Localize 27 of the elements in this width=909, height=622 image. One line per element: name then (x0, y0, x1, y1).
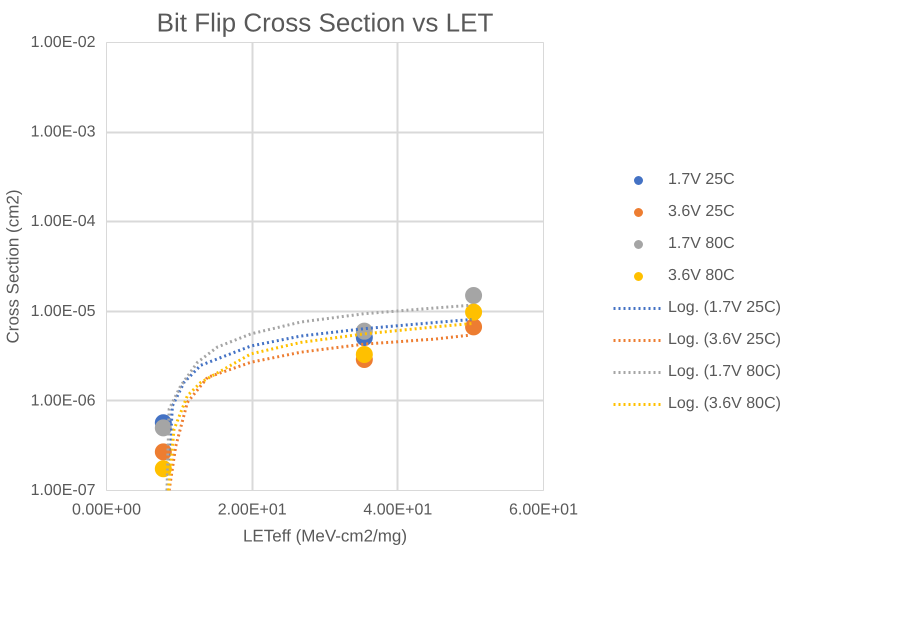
legend-label: Log. (3.6V 80C) (668, 395, 781, 413)
chart-title: Bit Flip Cross Section vs LET (156, 8, 494, 38)
y-tick-label: 1.00E-03 (30, 124, 96, 141)
legend-label: Log. (1.7V 80C) (668, 363, 781, 381)
point (154, 443, 172, 460)
y-tick-label: 1.00E-04 (30, 213, 96, 230)
y-tick-label: 1.00E-05 (30, 302, 96, 320)
point (465, 287, 482, 304)
x-axis-title: LETeff (MeV-cm2/mg) (242, 526, 408, 546)
legend-label: 3.6V 25C (668, 203, 735, 221)
x-tick-label: 2.00E+01 (218, 502, 287, 518)
y-axis-title: Cross Section (cm2) (4, 190, 23, 344)
point (154, 419, 172, 436)
point (356, 346, 373, 363)
y-tick-label: 1.00E-06 (30, 392, 96, 410)
legend-label: 1.7V 25C (668, 171, 735, 189)
point (465, 304, 482, 321)
point (465, 318, 482, 336)
legend-label: Log. (3.6V 25C) (668, 331, 781, 349)
legend-label: Log. (1.7V 25C) (668, 299, 781, 317)
y-tick-label: 1.00E-02 (30, 34, 96, 51)
legend-label: 3.6V 80C (668, 267, 735, 285)
legend-label: 1.7V 80C (668, 235, 735, 253)
x-tick-label: 4.00E+01 (363, 502, 432, 518)
x-tick-label: 0.00E+00 (72, 502, 142, 518)
y-tick-label: 1.00E-07 (30, 482, 96, 499)
x-tick-label: 6.00E+01 (509, 502, 578, 518)
